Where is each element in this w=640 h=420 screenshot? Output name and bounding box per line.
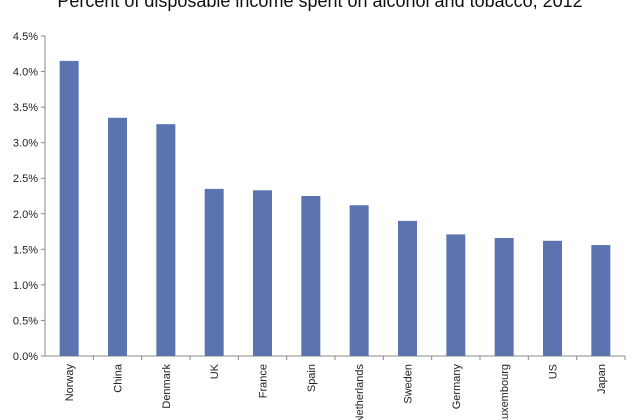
bar-china (108, 117, 127, 357)
bar-france (253, 190, 272, 356)
x-tick-label: Netherlands (354, 364, 366, 420)
axes (41, 35, 626, 360)
x-tick-label: US (548, 364, 560, 379)
x-tick-label: Japan (596, 364, 608, 394)
x-tick-label: Norway (64, 364, 76, 402)
x-tick-label: Sweden (403, 364, 415, 404)
bar-uk (204, 188, 224, 356)
bars (59, 60, 611, 357)
bar-sweden (398, 220, 417, 356)
bar-us (543, 240, 562, 356)
bar-spain (301, 196, 321, 356)
x-tick-label: Luxembourg (499, 364, 511, 420)
bar-norway (59, 60, 79, 357)
y-tick-label: 1.5% (13, 244, 38, 256)
y-tick-label: 0.5% (13, 315, 38, 327)
bar-luxembourg (494, 237, 514, 356)
y-tick-label: 3.5% (13, 102, 38, 114)
y-tick-label: 4.5% (13, 31, 38, 43)
chart-title: Percent of disposable income spent on al… (57, 0, 583, 11)
bar-denmark (156, 124, 176, 356)
y-tick-label: 4.0% (13, 67, 38, 79)
y-tick-label: 3.0% (13, 138, 38, 150)
y-tick-label: 1.0% (13, 280, 38, 292)
x-tick-label: Spain (306, 364, 318, 392)
bar-japan (591, 245, 611, 356)
labels: 0.0% 0.5% 1.0% 1.5% 2.0% 2.5% 3.0% 3.5% 4.0% 4.5%… (13, 31, 608, 420)
bar-germany (446, 234, 466, 356)
y-tick-label: 2.0% (13, 209, 38, 221)
x-tick-label: China (113, 363, 125, 393)
bar-netherlands (349, 205, 369, 356)
y-tick-label: 2.5% (13, 173, 38, 185)
y-tick-label: 0.0% (13, 351, 38, 363)
x-tick-label: France (258, 364, 270, 398)
x-tick-label: UK (209, 363, 221, 379)
x-tick-label: Germany (451, 364, 463, 410)
x-tick-label: Denmark (161, 364, 173, 409)
